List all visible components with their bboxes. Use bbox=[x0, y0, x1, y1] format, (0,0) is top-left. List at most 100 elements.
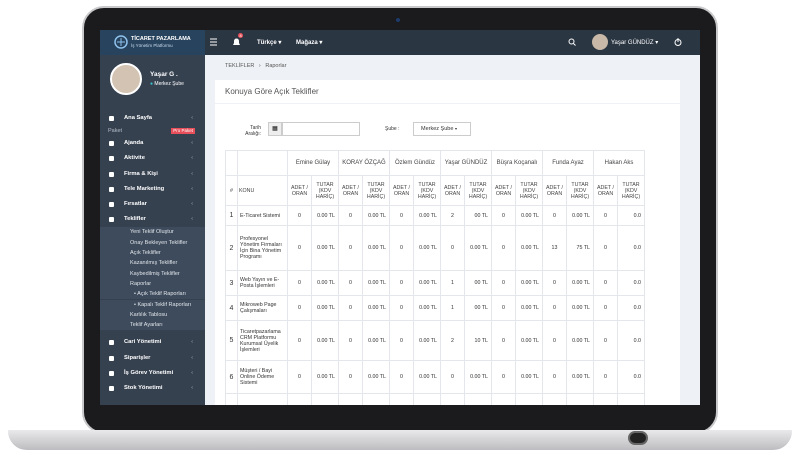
menu-item[interactable]: Teklif Ayarları bbox=[100, 320, 205, 331]
menu-item[interactable]: • Kapalı Teklif Raporları bbox=[100, 299, 205, 310]
amount-cell: 0.00 TL bbox=[566, 205, 594, 226]
amount-cell: 0.0 bbox=[617, 295, 645, 321]
menu-item[interactable]: ‹ Firma & Kişi bbox=[100, 167, 205, 182]
language-menu[interactable]: Türkçe ▾ bbox=[257, 40, 282, 46]
count-cell: 0 bbox=[491, 225, 516, 271]
menu-label: Teklifler bbox=[124, 216, 146, 223]
sidebar: Yaşar G . ● Merkez Şube ‹ Ana Sayfa Paket P… bbox=[100, 55, 205, 405]
person-header: KORAY ÖZÇAĞ bbox=[338, 150, 390, 176]
menu-item[interactable]: • Açık Teklif Raporları bbox=[100, 289, 205, 300]
count-cell: 0 bbox=[491, 205, 516, 226]
menu-item[interactable]: Kazanılmış Teklifler bbox=[100, 258, 205, 269]
amount-cell: 0.00 TL bbox=[413, 205, 441, 226]
menu-item[interactable]: ‹ Cari Yönetimi bbox=[100, 335, 205, 350]
menu-label: Ana Sayfa bbox=[124, 115, 153, 121]
menu-icon bbox=[109, 156, 114, 162]
menu-icon bbox=[109, 141, 114, 147]
row-num: 5 bbox=[225, 320, 238, 361]
menu-item[interactable]: ‹ Ana Sayfa bbox=[100, 111, 205, 126]
power-icon[interactable] bbox=[674, 38, 682, 46]
camera bbox=[396, 18, 400, 22]
branch-select[interactable]: Merkez Şube ▾ bbox=[413, 122, 471, 136]
logo-subtitle: İş Yönetim Platformu bbox=[131, 43, 173, 48]
user-menu[interactable]: Yaşar GÜNDÜZ ▾ bbox=[611, 40, 659, 46]
amount-cell: 0.00 TL bbox=[362, 205, 390, 226]
menu-icon[interactable] bbox=[210, 38, 218, 46]
menu-arrow: ‹ bbox=[191, 354, 193, 361]
row-topic: Ticaretpazarlama CRM Platformu Kurumsal … bbox=[237, 320, 288, 361]
store-label: Mağaza bbox=[296, 40, 318, 46]
amount-cell: 0.00 TL bbox=[311, 295, 339, 321]
count-cell bbox=[593, 393, 618, 405]
count-cell bbox=[338, 393, 363, 405]
breadcrumb-item: Raporlar bbox=[265, 63, 287, 69]
count-header: ADET / ORAN bbox=[287, 175, 312, 206]
calendar-icon[interactable]: ▦ bbox=[268, 122, 282, 136]
amount-cell: 0.00 TL bbox=[413, 295, 441, 321]
amount-cell: 0.00 TL bbox=[464, 360, 492, 394]
amount-cell: 0.00 TL bbox=[515, 295, 543, 321]
data-row: 7Google da Üst bbox=[225, 393, 645, 405]
date-label: Tarih Aralığı: bbox=[245, 125, 261, 137]
row-topic: Profesyonel Yönetim Firmaları İçin Bina … bbox=[237, 225, 288, 271]
menu-item[interactable]: ‹ Tele Marketing bbox=[100, 182, 205, 197]
date-input[interactable] bbox=[282, 122, 360, 136]
menu-item[interactable]: Kaybedilmiş Teklifler bbox=[100, 268, 205, 279]
menu-item[interactable]: Karlılık Tablosu bbox=[100, 309, 205, 321]
count-cell: 0 bbox=[491, 360, 516, 394]
menu-item[interactable]: Açık Teklifler bbox=[100, 248, 205, 259]
count-cell: 0 bbox=[542, 205, 567, 226]
count-cell: 0 bbox=[389, 225, 414, 271]
menu-item[interactable]: ‹ Siparişler bbox=[100, 351, 205, 366]
menu-item[interactable]: ‹ İş Görev Yönetimi bbox=[100, 366, 205, 381]
store-menu[interactable]: Mağaza ▾ bbox=[296, 40, 323, 46]
menu-item[interactable]: Raporlar bbox=[100, 278, 205, 290]
menu-item[interactable]: ‹ Stok Yönetimi bbox=[100, 381, 205, 396]
data-row: 2 Profesyonel Yönetim Firmaları İçin Bina… bbox=[225, 225, 645, 271]
menu-label: Paket bbox=[108, 128, 123, 135]
count-cell: 0 bbox=[440, 360, 465, 394]
bell-icon[interactable] bbox=[232, 37, 241, 47]
row-num: 3 bbox=[225, 270, 238, 296]
amount-cell: 0.00 TL bbox=[311, 205, 339, 226]
count-header: ADET / ORAN bbox=[338, 175, 363, 206]
home-button bbox=[628, 431, 648, 445]
menu-icon bbox=[109, 340, 114, 346]
language-label: Türkçe bbox=[257, 40, 277, 46]
count-cell: 0 bbox=[338, 320, 363, 361]
row-num: 6 bbox=[225, 360, 238, 394]
menu-item[interactable]: Yeni Teklif Oluştur bbox=[100, 227, 205, 238]
menu-item[interactable]: Onay Bekleyen Teklifler bbox=[100, 237, 205, 248]
branch-select-value: Merkez Şube bbox=[421, 126, 454, 132]
amount-cell: 0.00 TL bbox=[362, 225, 390, 271]
menu-item[interactable]: ‹ Ajanda bbox=[100, 136, 205, 151]
menu-item[interactable]: ‹ Fırsatlar bbox=[100, 197, 205, 212]
menu-label: Ajanda bbox=[124, 140, 144, 147]
menu-arrow: ‹ bbox=[191, 216, 193, 223]
row-num: 4 bbox=[225, 295, 238, 321]
user-name: Yaşar GÜNDÜZ bbox=[611, 40, 654, 46]
row-topic: Google da Üst bbox=[237, 393, 288, 405]
menu-item[interactable]: ‹ Aktivite bbox=[100, 151, 205, 166]
data-row: 5 Ticaretpazarlama CRM Platformu Kurumsal… bbox=[225, 320, 645, 361]
amount-cell: 0.00 TL bbox=[566, 295, 594, 321]
search-icon[interactable] bbox=[568, 38, 576, 46]
menu-label: İş Görev Yönetimi bbox=[124, 369, 174, 376]
count-cell: 0 bbox=[338, 360, 363, 394]
menu-arrow: ‹ bbox=[191, 115, 193, 121]
header-cell bbox=[237, 150, 288, 176]
menu-item[interactable]: Paket Pro Paket bbox=[100, 126, 205, 136]
count-cell: 0 bbox=[440, 225, 465, 271]
data-row: 3 Web Yayın ve E-Posta İşlemleri 0 0.00 TL 0… bbox=[225, 270, 645, 296]
breadcrumb-item[interactable]: TEKLİFLER bbox=[225, 63, 255, 69]
count-cell bbox=[491, 393, 516, 405]
amount-cell: 0.00 TL bbox=[311, 270, 339, 296]
num-header: # bbox=[225, 175, 238, 206]
menu-item[interactable]: ‹ Teklifler bbox=[100, 212, 205, 227]
amount-cell: 0.00 TL bbox=[566, 320, 594, 361]
menu-arrow: ‹ bbox=[191, 201, 193, 207]
row-num: 1 bbox=[225, 205, 238, 226]
count-cell: 0 bbox=[491, 320, 516, 361]
breadcrumb: TEKLİFLER › Raporlar bbox=[225, 63, 287, 69]
header-row: Emine Gülay KORAY ÖZÇAĞ Özlem Gündüz Yaşar … bbox=[225, 150, 645, 176]
